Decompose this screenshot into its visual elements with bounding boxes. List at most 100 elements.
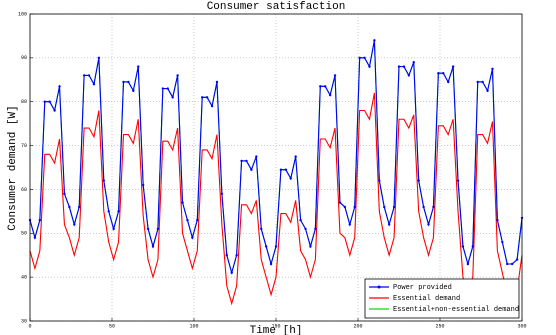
point bbox=[476, 80, 479, 84]
legend-label: Essential demand bbox=[393, 295, 460, 303]
point bbox=[166, 87, 169, 90]
point bbox=[215, 80, 219, 84]
point bbox=[176, 74, 179, 77]
point bbox=[274, 245, 278, 248]
point bbox=[137, 65, 140, 68]
point bbox=[146, 227, 150, 231]
point bbox=[304, 227, 307, 231]
point bbox=[442, 72, 445, 75]
point bbox=[255, 155, 258, 158]
point bbox=[299, 218, 302, 222]
point bbox=[171, 96, 174, 99]
point bbox=[319, 85, 322, 88]
point bbox=[348, 223, 351, 226]
point bbox=[368, 65, 371, 68]
point bbox=[284, 168, 288, 171]
point bbox=[515, 258, 519, 261]
point bbox=[132, 89, 135, 92]
point bbox=[102, 179, 106, 182]
point bbox=[68, 205, 71, 209]
legend-marker bbox=[377, 285, 381, 289]
legend-box bbox=[364, 278, 520, 319]
y-tick-label: 40 bbox=[21, 274, 27, 280]
point bbox=[92, 82, 96, 86]
x-tick-label: 250 bbox=[435, 323, 444, 329]
point bbox=[309, 245, 312, 248]
y-axis-label: Consumer demand [W] bbox=[7, 105, 19, 230]
point bbox=[289, 177, 292, 180]
y-tick-label: 100 bbox=[18, 11, 27, 17]
point bbox=[412, 61, 415, 64]
point bbox=[496, 218, 499, 222]
point bbox=[466, 262, 470, 266]
point bbox=[343, 205, 347, 209]
point bbox=[117, 210, 120, 213]
point bbox=[314, 227, 317, 231]
point bbox=[250, 168, 253, 171]
legend-label: Essential+non-essential demand bbox=[393, 306, 519, 314]
y-tick-label: 90 bbox=[21, 55, 27, 61]
point bbox=[73, 223, 76, 226]
point bbox=[82, 74, 86, 77]
point bbox=[506, 262, 509, 266]
y-tick-label: 60 bbox=[21, 187, 27, 193]
point bbox=[387, 223, 391, 226]
point bbox=[378, 179, 381, 182]
point bbox=[53, 109, 56, 112]
point bbox=[38, 218, 42, 222]
plot-frame bbox=[29, 13, 523, 322]
x-axis-label: Time [h] bbox=[250, 325, 303, 335]
point bbox=[122, 80, 125, 84]
y-tick-label: 70 bbox=[21, 143, 27, 149]
point bbox=[451, 65, 455, 68]
series-line bbox=[29, 92, 523, 306]
point bbox=[279, 168, 283, 171]
point bbox=[156, 227, 160, 231]
point bbox=[78, 205, 81, 209]
point bbox=[427, 223, 430, 226]
point bbox=[186, 218, 189, 222]
point bbox=[461, 245, 465, 248]
point bbox=[432, 205, 435, 209]
x-tick-label: 50 bbox=[109, 323, 115, 329]
point bbox=[235, 254, 238, 257]
point bbox=[87, 74, 91, 77]
x-tick-label: 150 bbox=[271, 323, 280, 329]
x-tick-label: 200 bbox=[353, 323, 362, 329]
point bbox=[112, 227, 115, 231]
point bbox=[260, 227, 263, 231]
point bbox=[417, 179, 420, 182]
point bbox=[402, 65, 406, 68]
point bbox=[196, 218, 199, 222]
point bbox=[333, 74, 337, 77]
point bbox=[97, 56, 101, 60]
point bbox=[191, 236, 194, 239]
point bbox=[373, 39, 376, 42]
point bbox=[220, 192, 224, 196]
chart-title: Consumer satisfaction bbox=[207, 1, 346, 13]
point bbox=[58, 85, 61, 88]
point bbox=[422, 205, 425, 209]
point bbox=[328, 93, 332, 97]
point bbox=[33, 236, 37, 239]
point bbox=[471, 245, 474, 248]
point bbox=[181, 201, 184, 204]
point bbox=[107, 210, 110, 213]
point bbox=[161, 87, 165, 90]
point bbox=[63, 192, 66, 196]
point bbox=[491, 67, 494, 71]
point bbox=[201, 96, 204, 99]
point bbox=[264, 245, 268, 248]
point bbox=[353, 205, 356, 209]
point bbox=[269, 262, 273, 266]
point bbox=[486, 89, 489, 92]
point bbox=[210, 104, 214, 108]
y-tick-label: 50 bbox=[21, 231, 27, 237]
x-tick-label: 300 bbox=[517, 323, 526, 329]
point bbox=[437, 72, 440, 75]
point bbox=[294, 155, 297, 158]
point bbox=[383, 205, 386, 209]
point bbox=[481, 80, 484, 84]
x-tick-label: 0 bbox=[28, 323, 31, 329]
y-tick-label: 80 bbox=[21, 99, 27, 105]
